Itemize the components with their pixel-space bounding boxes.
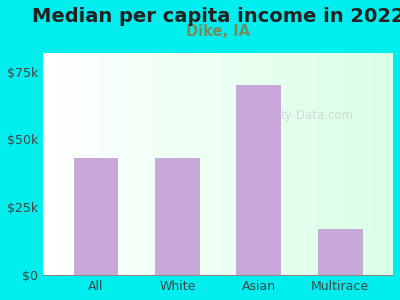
Bar	[74, 158, 118, 275]
Bar	[155, 158, 200, 275]
Title: Median per capita income in 2022: Median per capita income in 2022	[32, 7, 400, 26]
Text: ty-Data.com: ty-Data.com	[281, 109, 354, 122]
Bar	[318, 229, 362, 275]
Bar	[236, 85, 281, 275]
Text: Dike, IA: Dike, IA	[186, 24, 250, 39]
